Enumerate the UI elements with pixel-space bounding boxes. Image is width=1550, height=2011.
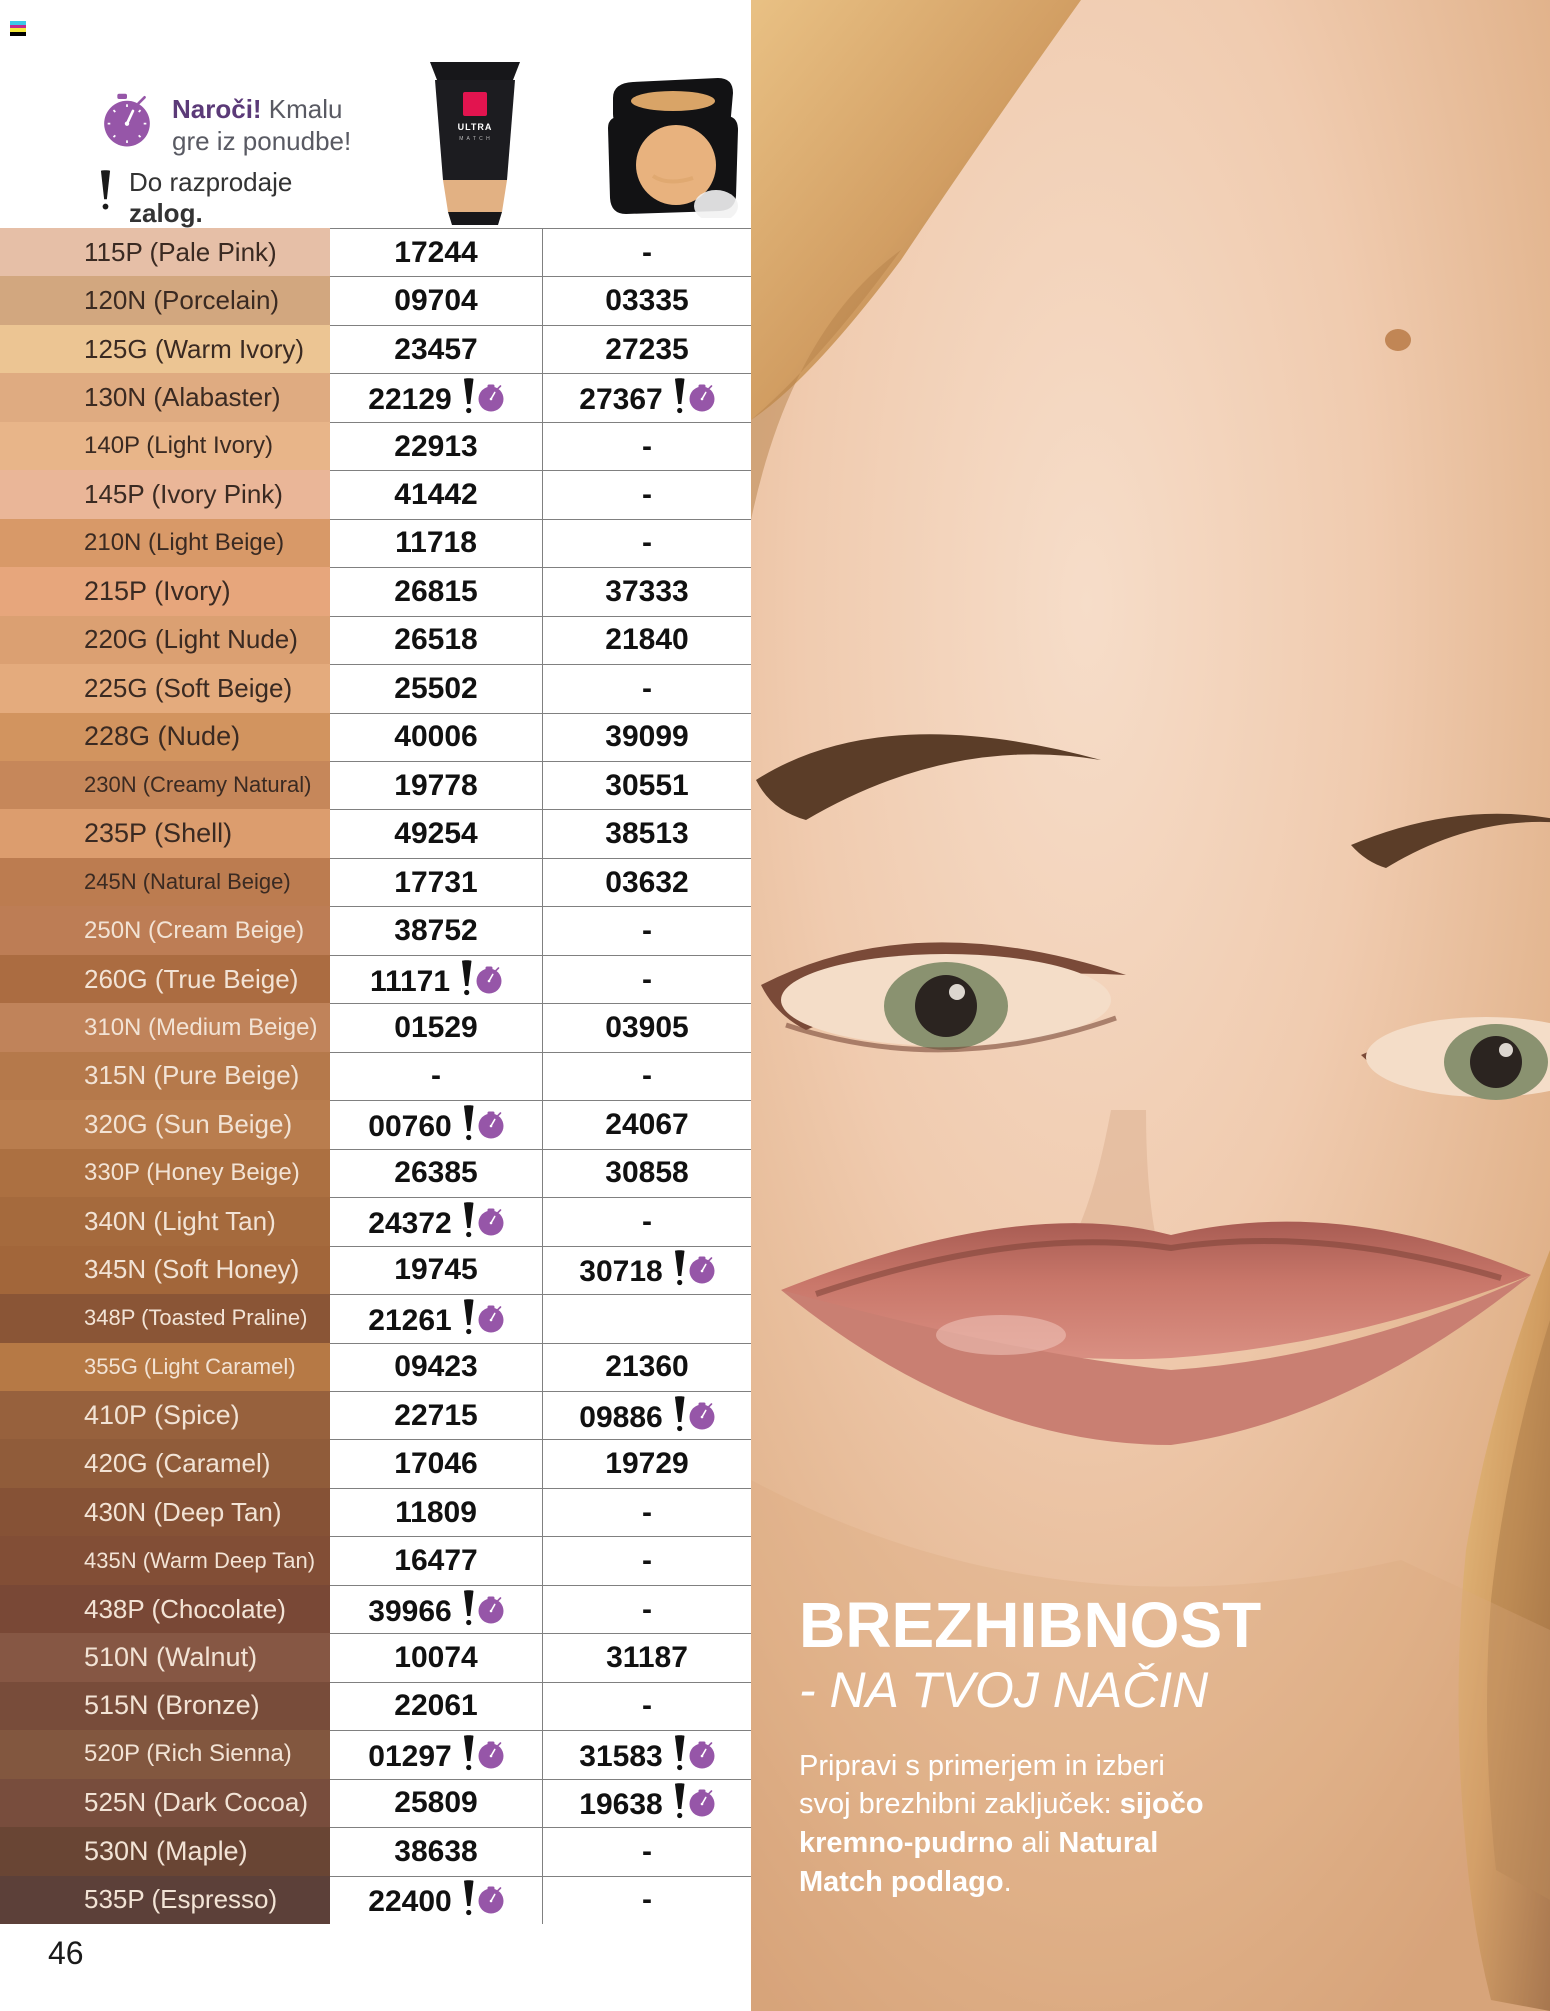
svg-text:ULTRA: ULTRA (458, 122, 493, 132)
svg-text:M A T C H: M A T C H (459, 136, 491, 142)
